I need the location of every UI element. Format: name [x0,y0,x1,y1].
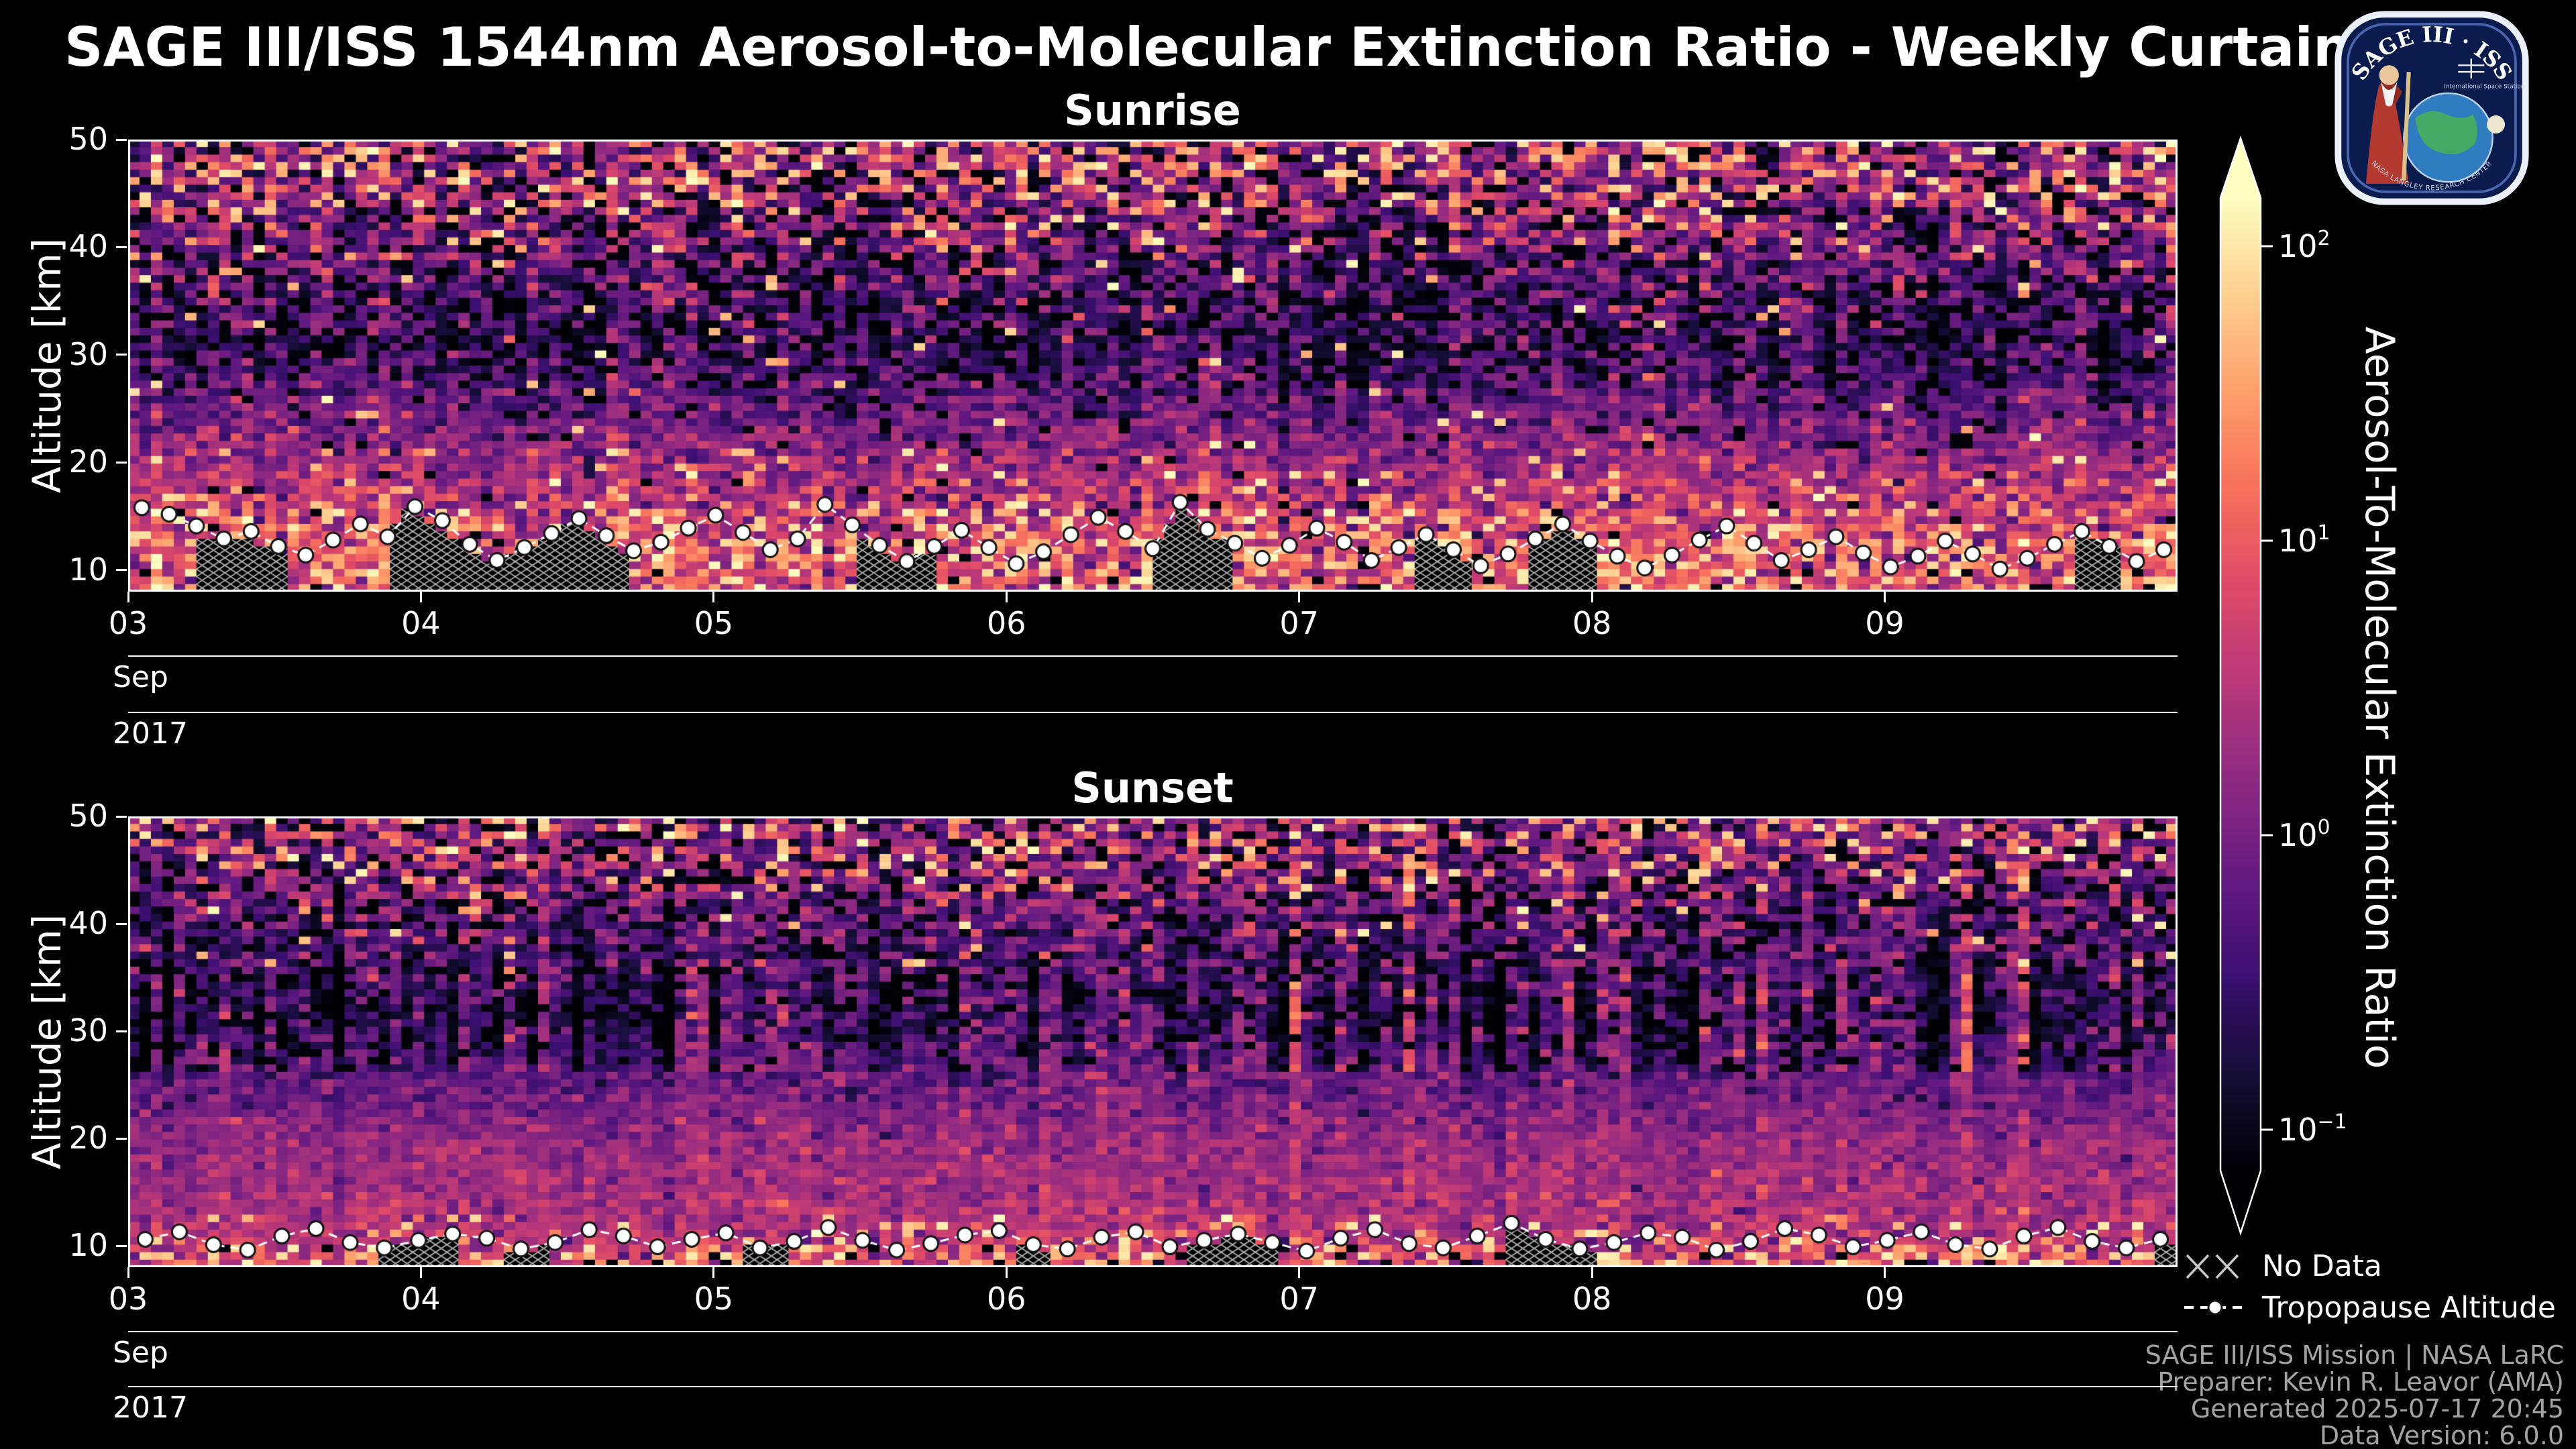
x-tick-label: 06 [987,605,1026,641]
x-tick-label: 07 [1279,1281,1319,1317]
x-tick [1884,1267,1886,1278]
logo-figure-beard [2381,81,2398,107]
date-axis-label: Sep [113,1336,168,1370]
x-tick [712,1267,715,1278]
y-tick [116,815,127,818]
logo-moon [2487,115,2506,133]
tropopause-line-icon [2184,1299,2246,1316]
x-tick [712,592,715,602]
x-tick-label: 03 [108,605,148,641]
date-axis-line [128,1331,2178,1332]
colorbar-tick-label: 102 [2278,227,2330,264]
x-tick [1591,592,1593,602]
x-tick [1005,592,1008,602]
y-tick-label: 50 [68,798,108,834]
logo-figure-staff [2402,71,2411,180]
y-tick [116,922,127,925]
colorbar: 102 101 100 10−1 [2219,136,2347,1236]
x-tick-label: 07 [1279,605,1319,641]
credit-line-preparer: Preparer: Kevin R. Leavor (AMA) [2157,1367,2564,1397]
date-axis-label: Sep [113,660,168,694]
y-tick [116,138,127,141]
no-data-hatch-icon [2186,1254,2239,1279]
sunrise-heatmap-canvas [128,140,2178,592]
y-tick-label: 30 [68,335,108,372]
sage-iii-iss-logo-svg: SAGE III · ISS International Space Stati… [2334,11,2529,205]
legend-tropopause: Tropopause Altitude [2182,1287,2556,1328]
date-axis-label: 2017 [113,1391,188,1425]
sage-iii-iss-logo: SAGE III · ISS International Space Stati… [2333,9,2530,207]
credit-line-version: Data Version: 6.0.0 [2319,1421,2564,1449]
colorbar-tick-label: 10−1 [2278,1110,2347,1148]
x-tick-label: 05 [694,605,734,641]
logo-iss-icon [2458,58,2485,78]
y-tick-label: 20 [68,1120,108,1156]
y-tick-label: 10 [68,551,108,588]
x-tick-label: 05 [694,1281,734,1317]
x-tick-label: 09 [1865,605,1904,641]
x-tick [419,1267,422,1278]
x-tick-label: 04 [401,605,441,641]
x-tick [1298,1267,1301,1278]
colorbar-tick-label: 100 [2278,816,2330,853]
y-tick [116,569,127,572]
y-tick-label: 40 [68,905,108,941]
x-tick [1005,1267,1008,1278]
x-tick [127,1267,129,1278]
x-tick-label: 08 [1572,605,1612,641]
logo-figure-robe [2366,85,2409,184]
logo-subtitle: International Space Station [2444,84,2524,91]
colorbar-ticks [2261,245,2273,1131]
colorbar-label: Aerosol-To-Molecular Extinction Ratio [2356,326,2403,1069]
y-tick-label: 20 [68,443,108,480]
colorbar-tick-labels: 102 101 100 10−1 [2278,227,2347,1148]
date-axis-line [128,655,2178,657]
x-tick [1591,1267,1593,1278]
x-tick-label: 04 [401,1281,441,1317]
page-title: SAGE III/ISS 1544nm Aerosol-to-Molecular… [64,16,2383,78]
date-axis-line [128,1386,2178,1387]
x-tick-label: 06 [987,1281,1026,1317]
logo-figure-head [2379,65,2399,85]
y-tick [116,1030,127,1032]
colorbar-gradient-bar [2219,136,2262,1236]
legend-no-data-label: No Data [2262,1248,2382,1283]
y-tick [116,354,127,356]
x-tick [1298,592,1301,602]
sunset-heatmap-canvas [128,816,2178,1267]
credit-line-generated: Generated 2025-07-17 20:45 [2190,1394,2564,1424]
y-tick [116,1137,127,1140]
x-tick-label: 03 [108,1281,148,1317]
sunrise-heatmap [128,140,2178,592]
sunset-heatmap [128,816,2178,1267]
x-tick-label: 08 [1572,1281,1612,1317]
legend: No Data Tropopause Altitude [2182,1245,2556,1328]
x-tick-label: 09 [1865,1281,1904,1317]
y-tick [116,1244,127,1247]
y-tick-label: 50 [68,121,108,157]
date-axis-label: 2017 [113,716,188,751]
legend-tropopause-label: Tropopause Altitude [2262,1290,2557,1325]
x-tick [419,592,422,602]
legend-no-data: No Data [2182,1245,2556,1287]
credit-line-mission: SAGE III/ISS Mission | NASA LaRC [2145,1340,2564,1370]
logo-earth-land [2415,111,2478,155]
x-tick [1884,592,1886,602]
date-axis-line [128,712,2178,713]
colorbar-tick-label: 101 [2278,521,2330,559]
y-tick [116,461,127,464]
y-tick [116,246,127,248]
sunset-title: Sunset [1071,763,1234,812]
x-tick [127,592,129,602]
sunrise-title: Sunrise [1064,86,1241,135]
y-tick-label: 10 [68,1227,108,1263]
credits: SAGE III/ISS Mission | NASA LaRC Prepare… [2145,1342,2564,1449]
y-tick-label: 40 [68,228,108,265]
y-tick-label: 30 [68,1012,108,1049]
logo-inner-ring [2347,23,2517,193]
